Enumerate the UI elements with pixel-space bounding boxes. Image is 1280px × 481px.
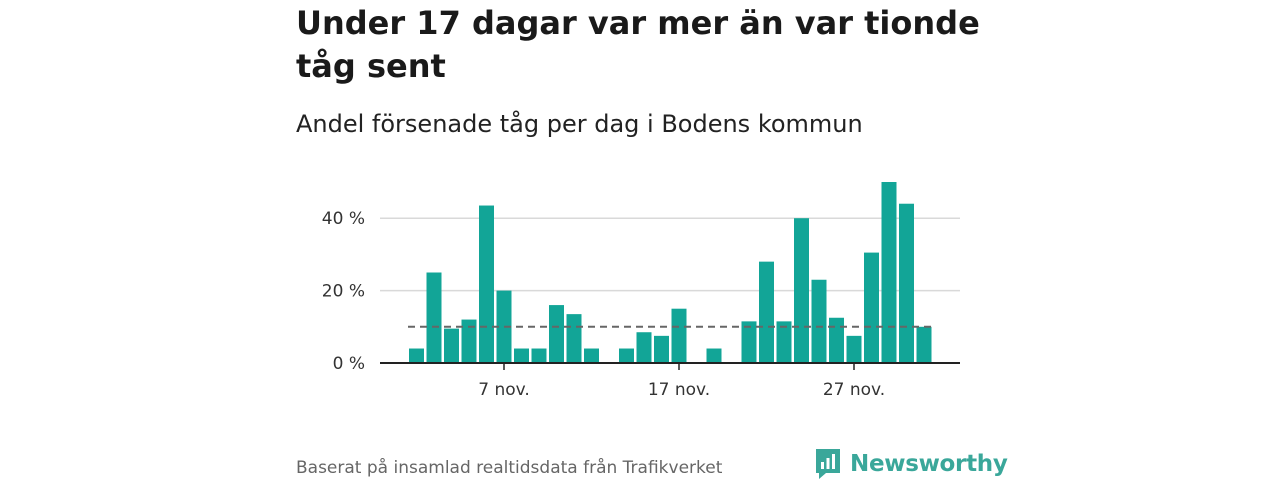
bar: [549, 305, 564, 363]
brand-name: Newsworthy: [850, 451, 1008, 477]
bar: [654, 335, 669, 363]
chart-title: Under 17 dagar var mer än var tionde tåg…: [296, 4, 980, 85]
bar: [916, 326, 932, 363]
y-tick-label: 20 %: [322, 282, 365, 302]
newsworthy-logo-icon: [816, 449, 840, 479]
bar: [829, 317, 844, 363]
bar: [531, 348, 547, 363]
bar-chart: 0 % 20 % 40 % 7 nov. 17 nov. 27 nov.: [322, 182, 960, 400]
brand-logo[interactable]: Newsworthy: [814, 447, 1008, 481]
bar: [899, 203, 914, 363]
bar: [636, 332, 652, 363]
bar: [776, 321, 792, 363]
bar: [881, 182, 897, 363]
source-note: Baserat på insamlad realtidsdata från Tr…: [296, 458, 723, 478]
y-axis-labels: 0 % 20 % 40 %: [322, 209, 365, 374]
x-axis: 7 nov. 17 nov. 27 nov.: [380, 362, 960, 400]
bar: [479, 205, 494, 363]
x-tick-label: 17 nov.: [648, 380, 710, 400]
bar: [619, 348, 634, 363]
bar: [811, 279, 827, 363]
y-tick-label: 40 %: [322, 209, 365, 229]
bar: [444, 328, 459, 363]
bar: [584, 348, 599, 363]
bar: [759, 261, 774, 363]
bar: [741, 321, 757, 363]
bar: [706, 348, 722, 363]
bar: [671, 308, 687, 363]
y-tick-label: 0 %: [333, 354, 365, 374]
grid-lines: [380, 217, 960, 292]
bar: [461, 319, 477, 363]
x-tick-label: 7 nov.: [478, 380, 530, 400]
x-tick-label: 27 nov.: [823, 380, 885, 400]
bar: [514, 348, 529, 363]
bar: [426, 272, 442, 363]
bar: [846, 335, 862, 363]
bar: [794, 218, 809, 363]
chart-subtitle: Andel försenade tåg per dag i Bodens kom…: [296, 110, 863, 138]
bar: [566, 314, 582, 363]
bars: [409, 182, 932, 363]
bar: [864, 252, 879, 363]
bar: [409, 348, 424, 363]
